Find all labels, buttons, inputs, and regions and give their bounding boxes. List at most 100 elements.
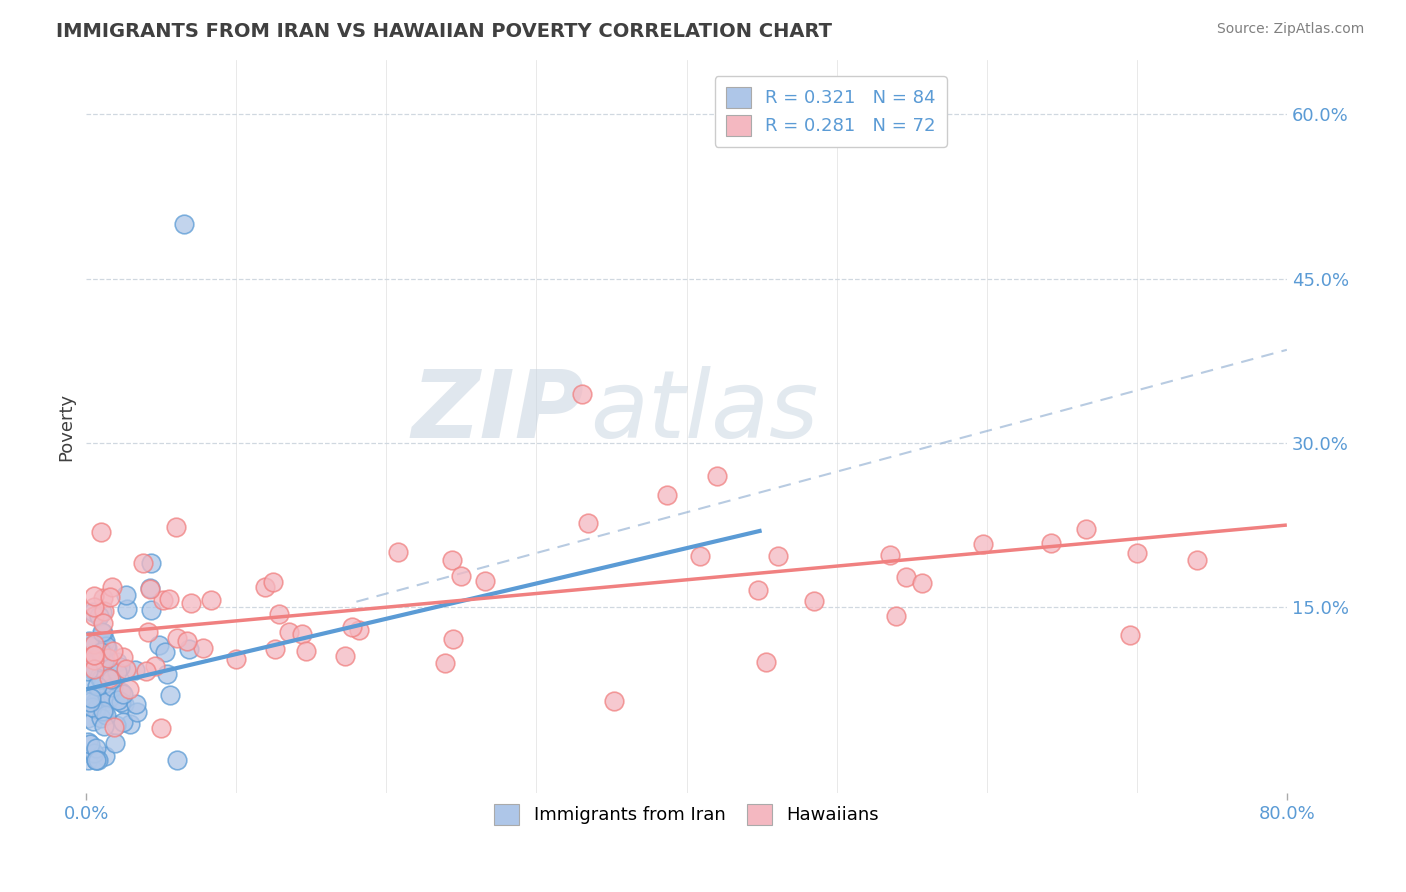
Point bbox=[93, 604, 115, 618]
Point bbox=[82, 606, 104, 620]
Point bbox=[105, 665, 128, 679]
Point bbox=[77, 754, 100, 768]
Point bbox=[263, 642, 285, 657]
Point bbox=[450, 568, 472, 582]
Point bbox=[110, 695, 132, 709]
Point bbox=[755, 655, 778, 669]
Point bbox=[105, 718, 128, 732]
Point bbox=[101, 643, 124, 657]
Point bbox=[80, 700, 103, 714]
Point bbox=[114, 588, 136, 602]
Point bbox=[90, 655, 112, 669]
Point bbox=[90, 648, 112, 662]
Point bbox=[96, 639, 118, 653]
Point bbox=[576, 516, 599, 531]
Point bbox=[93, 654, 115, 668]
Text: IMMIGRANTS FROM IRAN VS HAWAIIAN POVERTY CORRELATION CHART: IMMIGRANTS FROM IRAN VS HAWAIIAN POVERTY… bbox=[56, 22, 832, 41]
Point bbox=[79, 639, 101, 653]
Point bbox=[83, 648, 105, 663]
Point bbox=[803, 593, 825, 607]
Point bbox=[340, 620, 363, 634]
Point bbox=[153, 645, 176, 659]
Point bbox=[90, 644, 112, 658]
Point bbox=[93, 749, 115, 764]
Point bbox=[269, 607, 291, 622]
Text: atlas: atlas bbox=[591, 367, 818, 458]
Point bbox=[79, 737, 101, 751]
Point bbox=[105, 655, 128, 669]
Point bbox=[333, 648, 356, 663]
Point bbox=[86, 679, 108, 693]
Point bbox=[97, 680, 120, 694]
Point bbox=[104, 736, 127, 750]
Point bbox=[689, 549, 711, 564]
Point bbox=[96, 694, 118, 708]
Point bbox=[110, 684, 132, 698]
Point bbox=[747, 583, 769, 598]
Point bbox=[474, 574, 496, 588]
Point bbox=[97, 650, 120, 665]
Point bbox=[262, 574, 284, 589]
Point bbox=[84, 695, 107, 709]
Point bbox=[139, 581, 162, 595]
Point bbox=[90, 711, 112, 725]
Point bbox=[768, 549, 790, 563]
Point bbox=[200, 593, 222, 607]
Point bbox=[141, 603, 163, 617]
Point bbox=[139, 556, 162, 570]
Point bbox=[103, 720, 125, 734]
Point bbox=[84, 754, 107, 768]
Point bbox=[83, 662, 105, 676]
Point bbox=[114, 662, 136, 676]
Point bbox=[139, 582, 162, 596]
Point bbox=[131, 556, 153, 570]
Y-axis label: Poverty: Poverty bbox=[58, 392, 75, 460]
Point bbox=[180, 596, 202, 610]
Point bbox=[879, 548, 901, 562]
Point bbox=[127, 706, 149, 720]
Point bbox=[90, 673, 112, 687]
Point bbox=[157, 592, 180, 607]
Point bbox=[277, 625, 299, 640]
Point bbox=[387, 545, 409, 559]
Point bbox=[165, 520, 187, 534]
Point bbox=[84, 754, 107, 768]
Point bbox=[1185, 553, 1208, 567]
Point bbox=[124, 663, 146, 677]
Point bbox=[83, 653, 105, 667]
Point bbox=[101, 580, 124, 594]
Point bbox=[93, 706, 115, 721]
Point bbox=[84, 665, 107, 680]
Point bbox=[103, 680, 125, 694]
Point bbox=[347, 623, 370, 637]
Point bbox=[98, 671, 121, 685]
Point bbox=[83, 599, 105, 614]
Point bbox=[96, 641, 118, 656]
Point bbox=[77, 676, 100, 690]
Point bbox=[96, 708, 118, 723]
Point bbox=[884, 608, 907, 623]
Point bbox=[80, 690, 103, 705]
Point bbox=[143, 658, 166, 673]
Point bbox=[90, 524, 112, 539]
Point bbox=[83, 637, 105, 651]
Point bbox=[603, 694, 626, 708]
Point bbox=[115, 602, 138, 616]
Point bbox=[86, 754, 108, 768]
Point bbox=[91, 645, 114, 659]
Point bbox=[911, 575, 934, 590]
Point bbox=[291, 627, 314, 641]
Point bbox=[76, 664, 98, 678]
Point bbox=[120, 717, 142, 731]
Point bbox=[571, 386, 593, 401]
Point bbox=[87, 656, 110, 670]
Point bbox=[82, 714, 104, 728]
Point bbox=[1126, 546, 1149, 560]
Point bbox=[254, 580, 277, 594]
Point bbox=[93, 719, 115, 733]
Point bbox=[441, 632, 464, 646]
Point bbox=[1039, 535, 1062, 549]
Point bbox=[1119, 628, 1142, 642]
Point bbox=[91, 615, 114, 630]
Point bbox=[98, 590, 121, 604]
